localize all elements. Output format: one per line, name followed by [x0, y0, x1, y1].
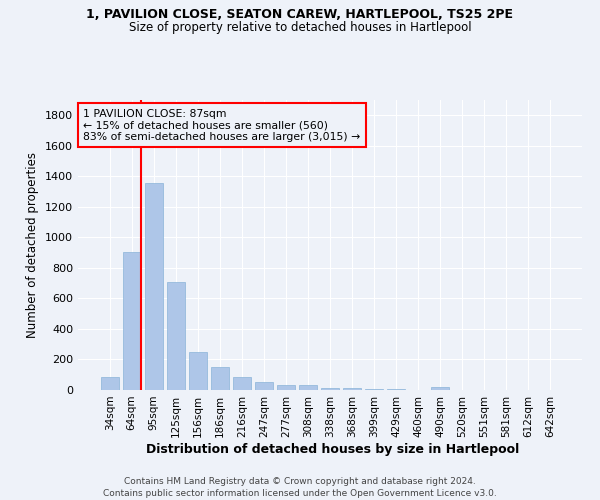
- Bar: [277, 385, 295, 390]
- Bar: [431, 387, 449, 390]
- Text: Distribution of detached houses by size in Hartlepool: Distribution of detached houses by size …: [146, 442, 520, 456]
- Bar: [145, 183, 163, 390]
- Bar: [211, 368, 229, 390]
- Bar: [189, 352, 206, 390]
- Text: Contains HM Land Registry data © Crown copyright and database right 2024.: Contains HM Land Registry data © Crown c…: [124, 478, 476, 486]
- Bar: [365, 389, 383, 390]
- Bar: [321, 388, 339, 390]
- Text: Size of property relative to detached houses in Hartlepool: Size of property relative to detached ho…: [128, 21, 472, 34]
- Y-axis label: Number of detached properties: Number of detached properties: [26, 152, 40, 338]
- Bar: [233, 376, 251, 390]
- Bar: [167, 282, 185, 390]
- Bar: [123, 252, 140, 390]
- Bar: [387, 389, 405, 390]
- Bar: [343, 388, 361, 390]
- Text: 1, PAVILION CLOSE, SEATON CAREW, HARTLEPOOL, TS25 2PE: 1, PAVILION CLOSE, SEATON CAREW, HARTLEP…: [86, 8, 514, 20]
- Bar: [101, 376, 119, 390]
- Bar: [299, 386, 317, 390]
- Text: Contains public sector information licensed under the Open Government Licence v3: Contains public sector information licen…: [103, 489, 497, 498]
- Text: 1 PAVILION CLOSE: 87sqm
← 15% of detached houses are smaller (560)
83% of semi-d: 1 PAVILION CLOSE: 87sqm ← 15% of detache…: [83, 108, 360, 142]
- Bar: [255, 382, 273, 390]
